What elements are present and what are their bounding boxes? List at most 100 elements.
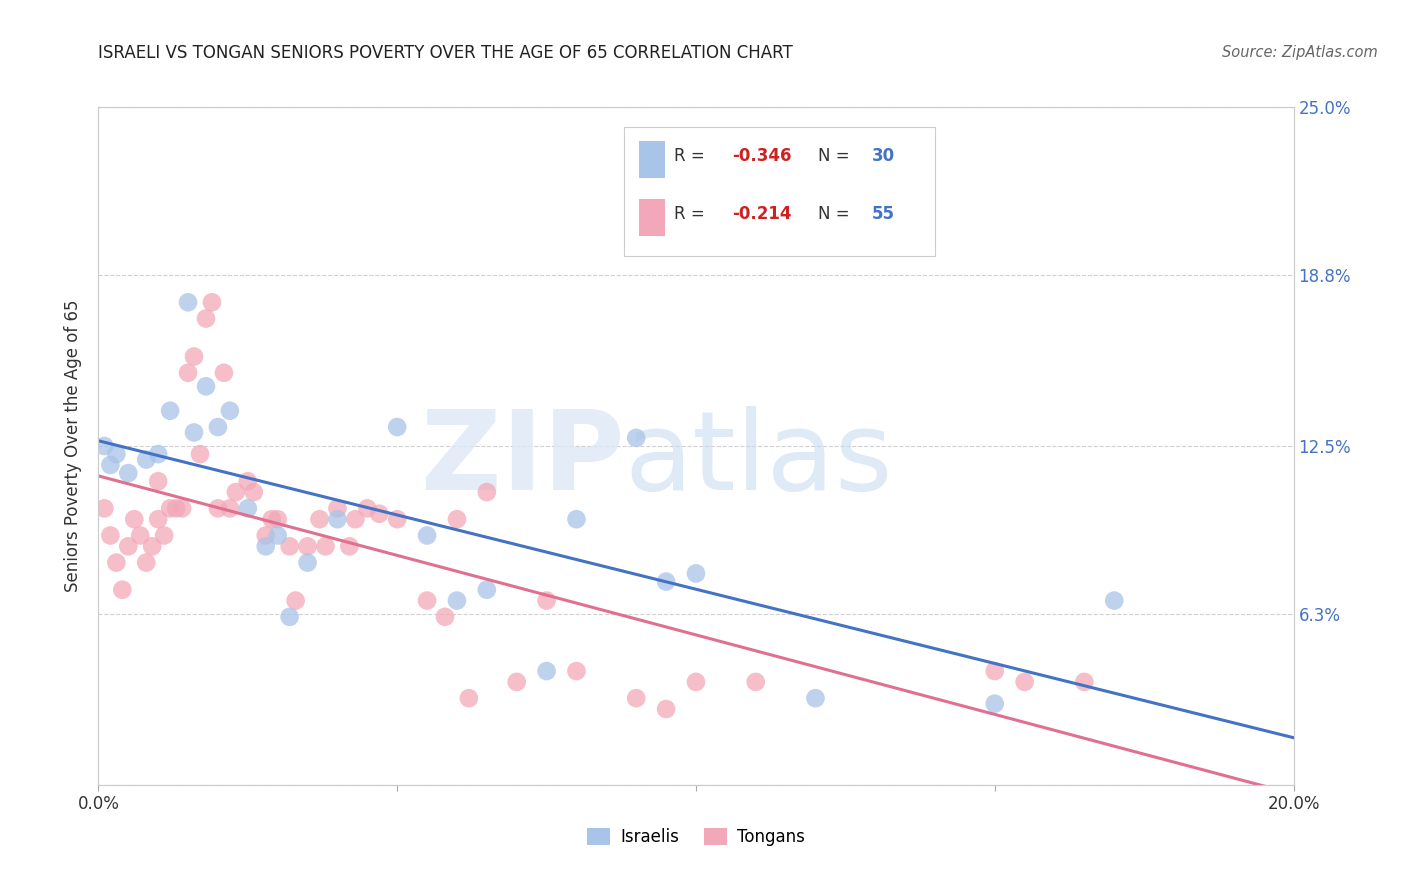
Point bbox=[297, 556, 319, 570]
Point bbox=[339, 539, 361, 553]
Point bbox=[416, 593, 439, 607]
Point bbox=[201, 295, 224, 310]
Point bbox=[236, 475, 259, 489]
Point bbox=[385, 512, 409, 526]
Point bbox=[344, 512, 367, 526]
Point bbox=[297, 539, 319, 553]
Point bbox=[98, 458, 122, 472]
Text: R =: R = bbox=[675, 205, 710, 223]
Point bbox=[148, 475, 170, 489]
Point bbox=[165, 501, 187, 516]
Text: -0.346: -0.346 bbox=[733, 147, 792, 165]
Bar bbox=[638, 199, 665, 235]
Point bbox=[105, 447, 128, 461]
Point bbox=[93, 439, 115, 453]
Point bbox=[685, 674, 707, 689]
Point bbox=[356, 501, 378, 516]
Point bbox=[284, 593, 307, 607]
Y-axis label: Seniors Poverty Over the Age of 65: Seniors Poverty Over the Age of 65 bbox=[65, 300, 83, 592]
Point bbox=[326, 501, 349, 516]
Point bbox=[195, 379, 218, 393]
Point bbox=[745, 674, 768, 689]
Bar bbox=[624, 128, 935, 256]
Point bbox=[278, 539, 301, 553]
Point bbox=[446, 593, 468, 607]
Point bbox=[236, 501, 259, 516]
Point bbox=[177, 366, 200, 380]
Bar bbox=[638, 141, 665, 178]
Point bbox=[225, 485, 247, 500]
Point bbox=[984, 697, 1007, 711]
Point bbox=[475, 582, 498, 597]
Point bbox=[626, 431, 648, 445]
Point bbox=[93, 501, 115, 516]
Point bbox=[254, 539, 277, 553]
Point bbox=[655, 574, 678, 589]
Point bbox=[183, 350, 205, 364]
Point bbox=[135, 452, 157, 467]
Point bbox=[804, 691, 827, 706]
Point bbox=[458, 691, 481, 706]
Point bbox=[219, 403, 242, 417]
Point bbox=[207, 501, 229, 516]
Point bbox=[117, 466, 139, 480]
Text: 55: 55 bbox=[872, 205, 894, 223]
Point bbox=[368, 507, 391, 521]
Legend: Israelis, Tongans: Israelis, Tongans bbox=[578, 820, 814, 855]
Point bbox=[124, 512, 146, 526]
Point bbox=[685, 566, 707, 581]
Text: Source: ZipAtlas.com: Source: ZipAtlas.com bbox=[1222, 45, 1378, 60]
Text: 30: 30 bbox=[872, 147, 894, 165]
Point bbox=[219, 501, 242, 516]
Point bbox=[159, 403, 181, 417]
Point bbox=[159, 501, 181, 516]
Point bbox=[267, 512, 290, 526]
Point bbox=[98, 528, 122, 542]
Point bbox=[536, 593, 558, 607]
Point bbox=[195, 311, 218, 326]
Point bbox=[267, 528, 290, 542]
Point bbox=[148, 512, 170, 526]
Point bbox=[135, 556, 157, 570]
Point bbox=[655, 702, 678, 716]
Point bbox=[117, 539, 139, 553]
Point bbox=[536, 664, 558, 678]
Point bbox=[416, 528, 439, 542]
Point bbox=[984, 664, 1007, 678]
Point bbox=[565, 664, 588, 678]
Point bbox=[153, 528, 176, 542]
Point bbox=[141, 539, 163, 553]
Point bbox=[148, 447, 170, 461]
Point bbox=[506, 674, 529, 689]
Point bbox=[172, 501, 194, 516]
Point bbox=[446, 512, 468, 526]
Text: ZIP: ZIP bbox=[420, 406, 624, 513]
Point bbox=[626, 691, 648, 706]
Point bbox=[111, 582, 134, 597]
Text: -0.214: -0.214 bbox=[733, 205, 792, 223]
Point bbox=[260, 512, 283, 526]
Text: ISRAELI VS TONGAN SENIORS POVERTY OVER THE AGE OF 65 CORRELATION CHART: ISRAELI VS TONGAN SENIORS POVERTY OVER T… bbox=[98, 45, 793, 62]
Text: atlas: atlas bbox=[624, 406, 893, 513]
Point bbox=[326, 512, 349, 526]
Point bbox=[207, 420, 229, 434]
Point bbox=[434, 610, 457, 624]
Point bbox=[1014, 674, 1036, 689]
Point bbox=[177, 295, 200, 310]
Point bbox=[385, 420, 409, 434]
Point bbox=[243, 485, 266, 500]
Point bbox=[183, 425, 205, 440]
Point bbox=[254, 528, 277, 542]
Text: N =: N = bbox=[818, 205, 855, 223]
Point bbox=[278, 610, 301, 624]
Point bbox=[565, 512, 588, 526]
Point bbox=[1073, 674, 1095, 689]
Point bbox=[212, 366, 235, 380]
Point bbox=[129, 528, 152, 542]
Point bbox=[315, 539, 337, 553]
Point bbox=[188, 447, 211, 461]
Point bbox=[105, 556, 128, 570]
Point bbox=[308, 512, 330, 526]
Text: N =: N = bbox=[818, 147, 855, 165]
Point bbox=[1104, 593, 1126, 607]
